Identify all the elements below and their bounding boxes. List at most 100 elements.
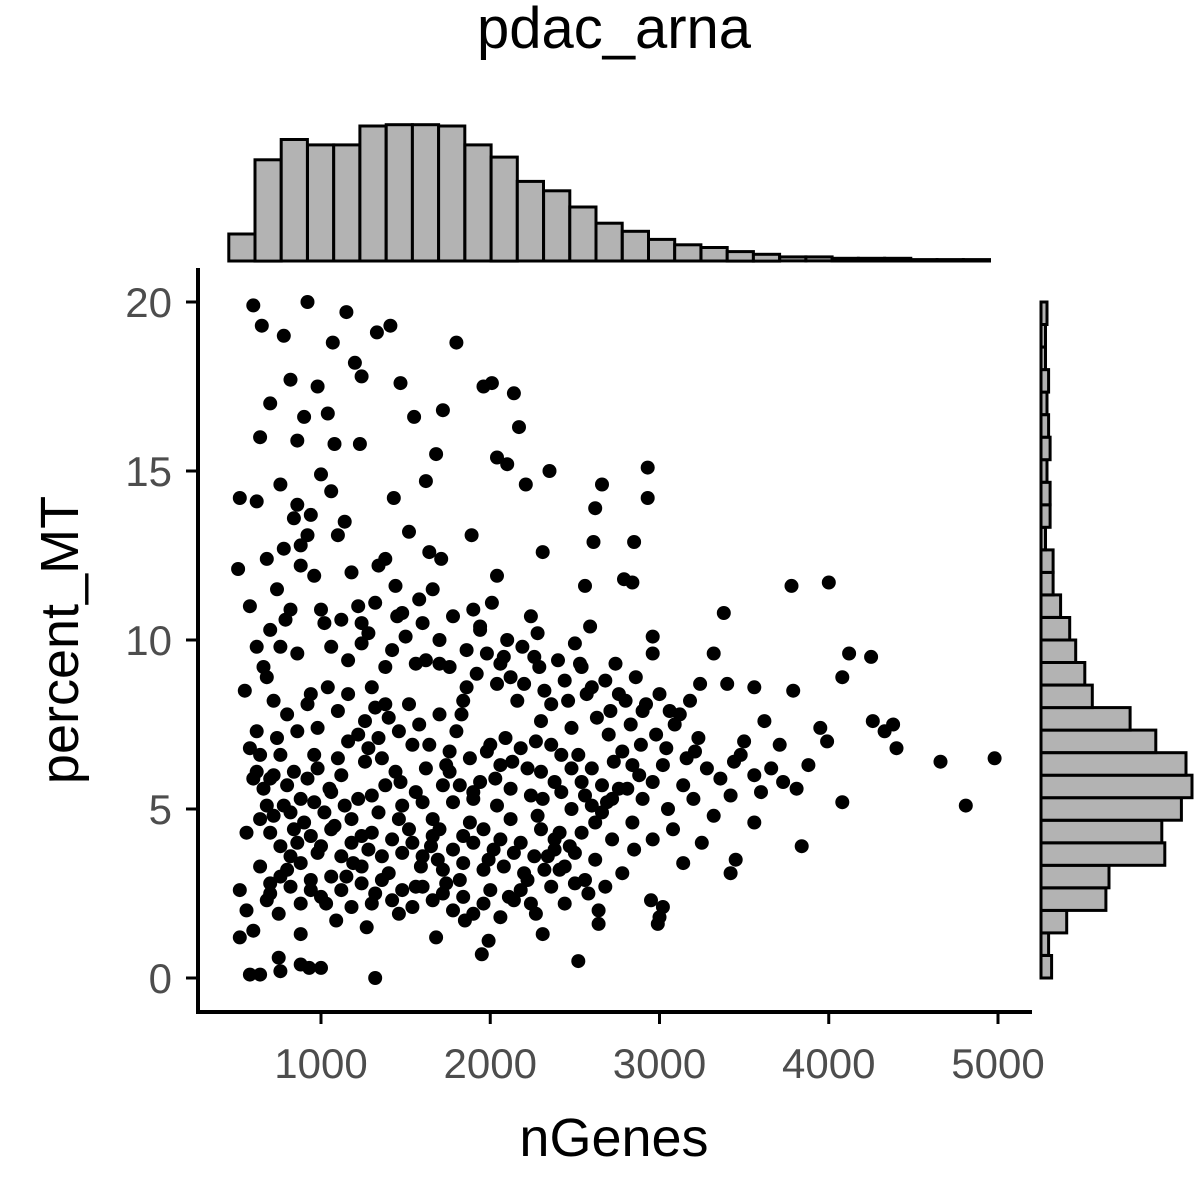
x-histogram-bar	[358, 124, 388, 263]
data-point	[727, 754, 741, 769]
data-point	[432, 633, 447, 647]
data-point	[506, 386, 521, 401]
data-point	[820, 734, 835, 749]
data-point	[459, 680, 474, 695]
data-point	[344, 835, 359, 850]
data-point	[273, 747, 288, 762]
x-histogram-bar	[751, 252, 782, 263]
data-point	[835, 670, 850, 685]
data-point	[283, 879, 298, 894]
data-point	[728, 852, 743, 867]
data-point	[473, 622, 488, 637]
data-point	[523, 788, 538, 803]
data-point	[446, 795, 460, 810]
data-point	[794, 839, 809, 854]
data-point	[283, 849, 298, 864]
data-point	[266, 693, 281, 708]
data-point	[583, 619, 598, 634]
data-point	[645, 832, 660, 847]
data-point	[307, 795, 322, 810]
y-histogram-bar	[1039, 638, 1078, 664]
data-point	[314, 467, 328, 482]
data-point	[667, 717, 682, 732]
data-point	[466, 602, 481, 617]
data-point	[747, 768, 762, 783]
data-point	[290, 497, 305, 512]
data-point	[239, 825, 254, 840]
data-point	[547, 775, 562, 789]
data-point	[435, 886, 450, 901]
data-point	[385, 643, 400, 658]
data-point	[276, 328, 291, 343]
y-histogram-bar	[1039, 390, 1049, 417]
data-point	[571, 747, 586, 762]
data-point	[473, 775, 488, 789]
data-point	[528, 734, 543, 749]
data-point	[324, 822, 339, 837]
x-axis-ticks: 1000 2000 3000 4000 5000	[274, 1012, 1045, 1087]
data-point	[652, 910, 667, 925]
data-point	[425, 812, 440, 827]
data-point	[415, 795, 430, 810]
data-point	[344, 565, 359, 580]
data-point	[369, 325, 384, 340]
data-point	[307, 568, 322, 583]
data-point	[649, 727, 664, 742]
data-point	[713, 771, 728, 786]
data-point	[286, 822, 301, 837]
data-point	[368, 700, 383, 715]
data-point	[300, 295, 315, 309]
data-point	[479, 646, 494, 661]
x-histogram-bar	[804, 255, 834, 263]
data-point	[364, 680, 379, 695]
data-point	[371, 805, 386, 820]
data-point	[584, 680, 599, 695]
data-point	[374, 873, 389, 887]
data-point	[266, 768, 281, 783]
y-histogram-bar	[1039, 863, 1111, 890]
data-point	[253, 812, 268, 827]
y-tick-label: 15	[125, 448, 172, 495]
data-point	[655, 758, 670, 773]
data-point	[364, 896, 379, 911]
data-point	[493, 758, 508, 773]
data-point	[933, 754, 948, 769]
data-point	[391, 724, 406, 739]
data-point	[588, 501, 603, 516]
data-point	[515, 639, 530, 654]
y-tick-label: 5	[149, 786, 172, 833]
data-point	[415, 879, 430, 894]
data-point	[608, 656, 623, 671]
data-point	[542, 464, 557, 478]
data-point	[488, 771, 503, 786]
data-point	[591, 903, 606, 918]
data-point	[344, 900, 359, 914]
data-point	[314, 839, 328, 854]
data-point	[395, 883, 410, 898]
data-point	[603, 704, 618, 718]
data-point	[889, 741, 904, 756]
data-point	[505, 754, 520, 769]
data-point	[466, 791, 481, 806]
data-point	[442, 764, 457, 779]
x-histogram-bar	[647, 237, 677, 263]
data-point	[303, 507, 318, 522]
data-point	[435, 862, 450, 877]
data-point	[588, 852, 603, 867]
data-point	[398, 629, 413, 644]
data-point	[666, 822, 680, 837]
data-point	[627, 535, 642, 549]
data-point	[263, 396, 278, 411]
data-point	[324, 639, 339, 654]
data-point	[567, 636, 582, 651]
data-point	[706, 808, 721, 823]
data-point	[484, 376, 499, 391]
data-point	[276, 541, 291, 556]
data-point	[662, 704, 677, 718]
y-histogram-bar	[1039, 548, 1055, 574]
x-histogram-bar	[384, 123, 414, 263]
data-point	[263, 825, 278, 840]
data-point	[435, 403, 450, 418]
y-axis-title: percent_MT	[30, 496, 90, 784]
